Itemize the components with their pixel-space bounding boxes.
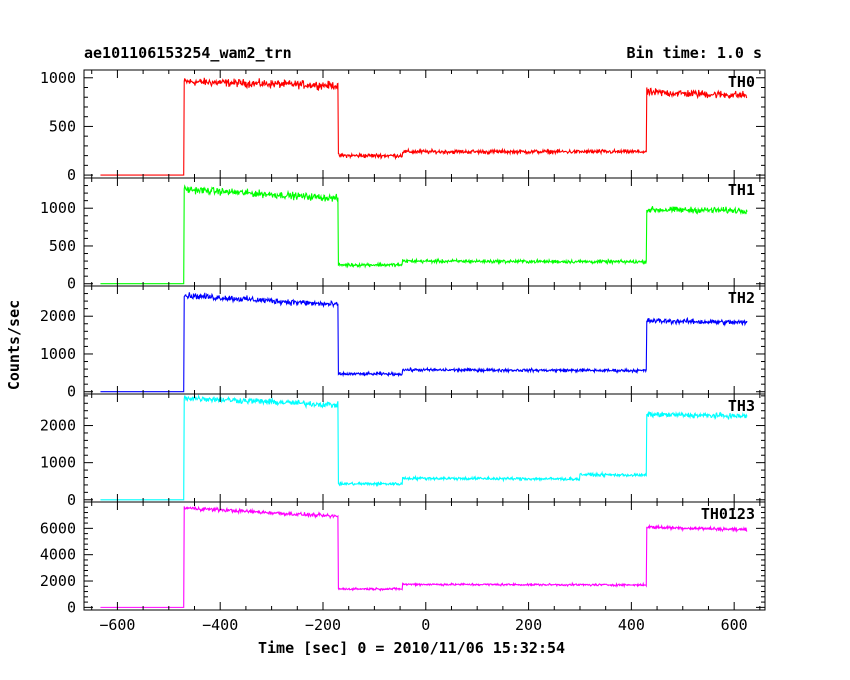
panel-frame-th3 xyxy=(83,393,766,503)
x-tick-label: 0 xyxy=(421,616,430,634)
x-axis-label: Time [sec] 0 = 2010/11/06 15:32:54 xyxy=(258,639,566,657)
y-tick-label: 1000 xyxy=(40,69,76,87)
panel-frame-th0123 xyxy=(83,501,766,611)
panel-frame-th0 xyxy=(83,69,766,179)
y-tick-label: 2000 xyxy=(40,307,76,325)
y-tick-label: 1000 xyxy=(40,454,76,472)
panel-label-th2: TH2 xyxy=(728,289,755,307)
panel-label-th3: TH3 xyxy=(728,397,755,415)
x-tick-label: 200 xyxy=(515,616,542,634)
x-tick-label: 600 xyxy=(721,616,748,634)
x-tick-label: −200 xyxy=(305,616,341,634)
series-line-th0 xyxy=(100,77,748,176)
x-tick-label: 400 xyxy=(618,616,645,634)
y-axis-label: Counts/sec xyxy=(5,299,23,391)
panel-label-th1: TH1 xyxy=(728,181,755,199)
panel-frame-th2 xyxy=(83,285,766,395)
panel-label-th0: TH0 xyxy=(728,73,755,91)
panel-label-th0123: TH0123 xyxy=(701,505,755,523)
panel-frame-th1 xyxy=(83,177,766,287)
y-tick-label: 2000 xyxy=(40,572,76,590)
y-tick-label: 6000 xyxy=(40,519,76,537)
y-tick-label: 0 xyxy=(67,491,76,509)
x-tick-label: −400 xyxy=(202,616,238,634)
y-tick-label: 4000 xyxy=(40,546,76,564)
plot-title: ae101106153254_wam2_trn xyxy=(84,44,292,62)
series-line-th1 xyxy=(100,184,748,285)
y-tick-label: 0 xyxy=(67,275,76,293)
y-tick-label: 0 xyxy=(67,598,76,616)
y-tick-label: 0 xyxy=(67,383,76,401)
series-line-th0123 xyxy=(100,505,748,608)
y-tick-label: 2000 xyxy=(40,417,76,435)
y-tick-label: 1000 xyxy=(40,199,76,217)
y-tick-label: 0 xyxy=(67,166,76,184)
bin-time-label: Bin time: 1.0 s xyxy=(626,44,762,62)
y-tick-label: 500 xyxy=(49,237,76,255)
y-tick-label: 500 xyxy=(49,117,76,135)
y-tick-label: 1000 xyxy=(40,345,76,363)
x-tick-label: −600 xyxy=(99,616,135,634)
series-line-th3 xyxy=(100,394,748,501)
series-line-th2 xyxy=(100,292,748,393)
